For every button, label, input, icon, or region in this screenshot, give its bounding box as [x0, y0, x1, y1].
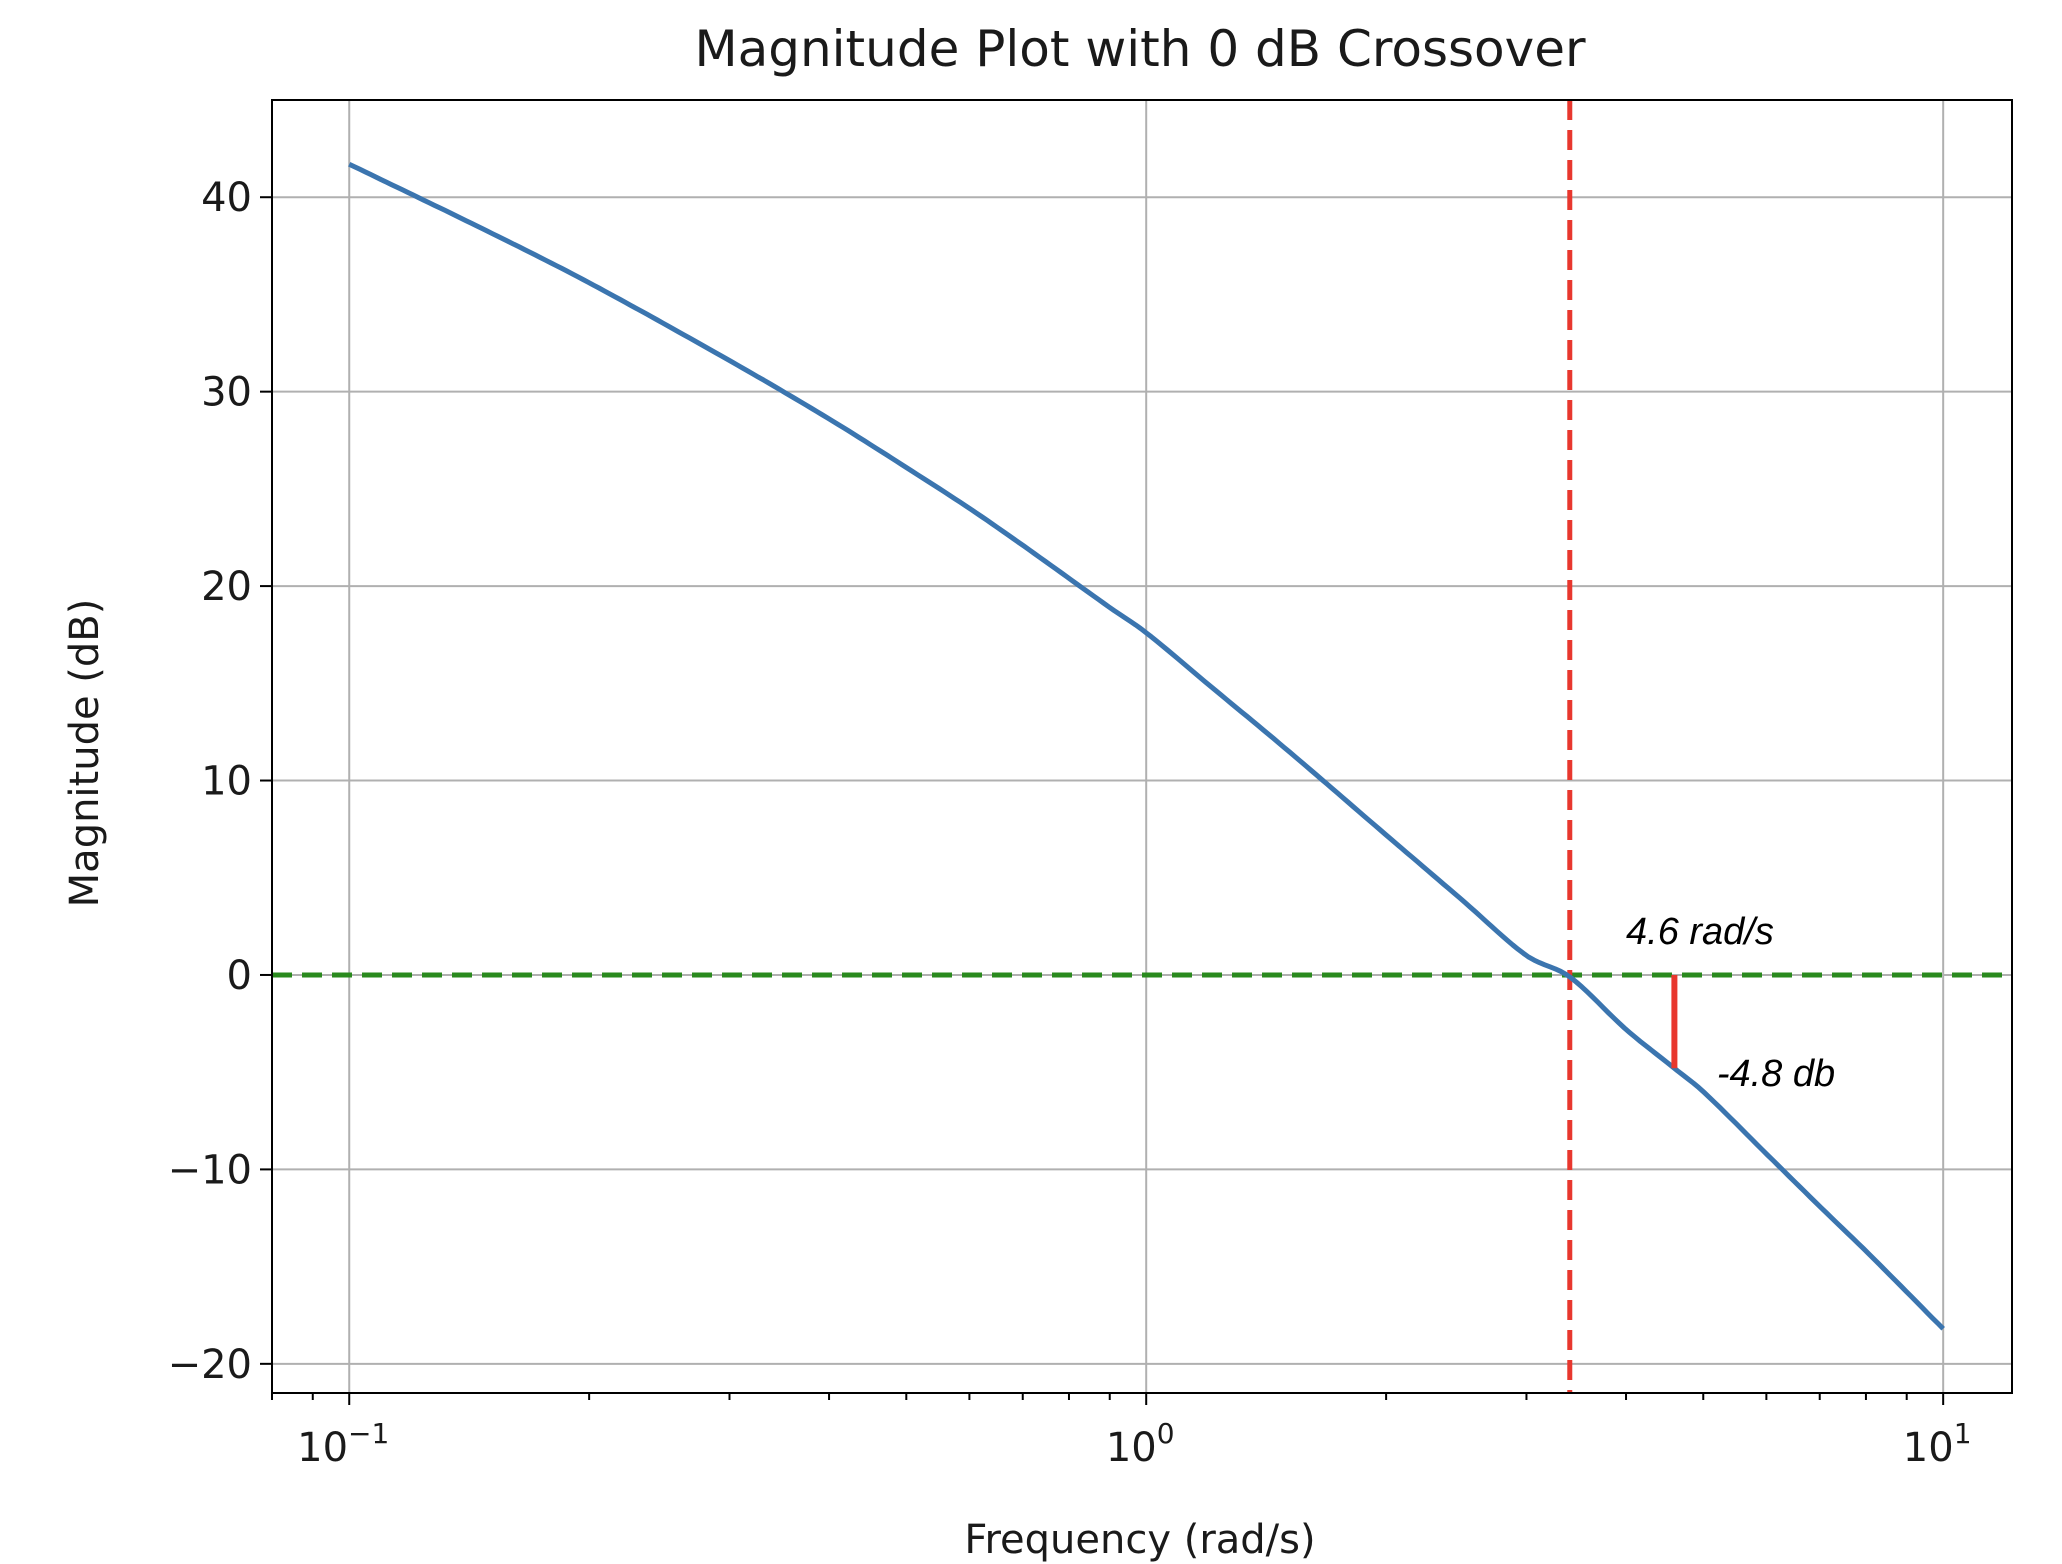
y-tick-label: −10 — [168, 1147, 252, 1193]
x-tick-label: 10−1 — [297, 1417, 389, 1471]
y-tick-label: 20 — [201, 564, 252, 610]
x-tick-label: 101 — [1903, 1417, 1972, 1471]
annotation-label: -4.8 db — [1717, 1053, 1835, 1095]
annotations: 4.6 rad/s -4.8 db — [1626, 911, 1835, 1095]
y-tick-label: 0 — [227, 953, 252, 999]
annotation-label: 4.6 rad/s — [1626, 911, 1774, 953]
reference-lines — [272, 100, 2012, 1393]
plot-frame — [271, 99, 2013, 1394]
y-tick-label: −20 — [168, 1342, 252, 1388]
series-line — [348, 161, 1945, 1331]
y-tick-label: 30 — [201, 370, 252, 416]
series — [348, 161, 1945, 1331]
y-tick-label: 40 — [201, 175, 252, 221]
x-tick-label: 100 — [1106, 1417, 1175, 1471]
y-tick-label: 10 — [201, 759, 252, 805]
grid — [272, 100, 2012, 1393]
x-ticks: 10−1 100 101 — [271, 1393, 1972, 1471]
chart-title: Magnitude Plot with 0 dB Crossover — [694, 20, 1586, 78]
y-axis-title: Magnitude (dB) — [62, 599, 108, 908]
y-ticks: 40 30 20 10 0 −10 −20 — [168, 175, 272, 1388]
x-axis-title: Frequency (rad/s) — [964, 1517, 1315, 1563]
